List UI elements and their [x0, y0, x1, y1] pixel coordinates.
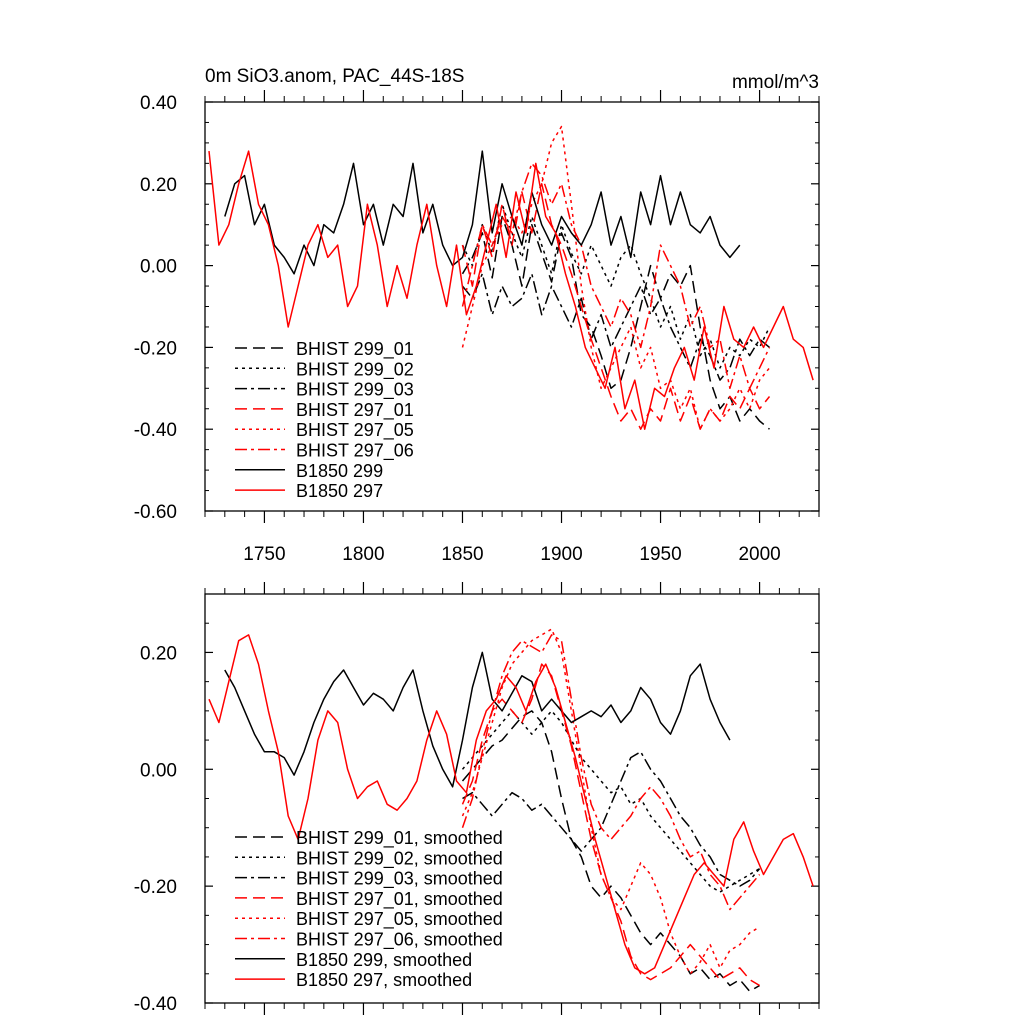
series-line-7: [224, 651, 731, 788]
legend-label: BHIST 297_01: [296, 400, 414, 421]
legend-label: B1850 297, smoothed: [296, 970, 472, 990]
y-tick-label: 0.00: [140, 257, 177, 278]
chart-title: 0m SiO3.anom, PAC_44S-18S: [205, 66, 464, 87]
legend-label: BHIST 299_02, smoothed: [296, 848, 503, 869]
y-tick-label: 0.40: [140, 93, 177, 114]
series-line-7: [224, 150, 741, 275]
series-line-1: [461, 215, 770, 430]
y-tick-labels: -0.60 -0.40 -0.20 0.00 0.20 0.40: [134, 93, 177, 523]
y-tick-labels: -0.40 -0.20 0.00 0.20: [134, 643, 177, 1015]
series-line-5: [461, 628, 760, 975]
y-tick-label: 0.00: [140, 760, 177, 781]
series-line-1: [461, 710, 760, 993]
top-panel: 0m SiO3.anom, PAC_44S-18S mmol/m^3 -0.60…: [134, 66, 820, 565]
legend-label: BHIST 299_02: [296, 359, 414, 380]
x-tick-label: 1800: [342, 544, 384, 565]
units-label: mmol/m^3: [732, 72, 819, 93]
x-tick-label: 1850: [441, 544, 483, 565]
series-group: [208, 628, 814, 993]
x-tick-label: 1750: [243, 544, 285, 565]
series-group: [208, 125, 814, 430]
y-tick-label: -0.20: [134, 877, 177, 898]
y-tick-label: -0.20: [134, 338, 177, 359]
x-tick-label: 1950: [639, 544, 681, 565]
series-line-3: [461, 273, 770, 381]
y-tick-label: 0.20: [140, 643, 177, 664]
series-line-2: [461, 710, 760, 893]
x-tick-label: 1900: [540, 544, 582, 565]
tick-group: [204, 90, 820, 523]
bottom-panel: -0.40 -0.20 0.00 0.20 BHIST 299_01, smoothe…: [134, 582, 820, 1015]
series-line-8: [208, 150, 814, 430]
x-tick-labels: 1750 1800 1850 1900 1950 2000: [243, 544, 780, 565]
y-tick-label: -0.40: [134, 994, 177, 1015]
tick-group: [204, 582, 820, 1015]
legend-label: B1850 299: [296, 461, 383, 481]
legend-label: BHIST 299_01: [296, 339, 414, 360]
legend-label: B1850 297: [296, 481, 383, 501]
legend-label: BHIST 297_05: [296, 420, 414, 441]
y-tick-label: -0.60: [134, 502, 177, 523]
series-line-4: [461, 183, 771, 430]
x-tick-label: 2000: [738, 544, 780, 565]
series-line-3: [462, 751, 761, 887]
y-tick-label: -0.40: [134, 420, 177, 441]
legend-label: B1850 299, smoothed: [296, 950, 472, 970]
legend-label: BHIST 297_01, smoothed: [296, 889, 503, 910]
legend-label: BHIST 297_05, smoothed: [296, 909, 503, 930]
legend-label: BHIST 299_03: [296, 380, 414, 401]
legend-label: BHIST 299_01, smoothed: [296, 828, 503, 849]
series-line-8: [208, 634, 814, 975]
legend-label: BHIST 299_03, smoothed: [296, 869, 503, 890]
y-tick-label: 0.20: [140, 175, 177, 196]
series-line-2: [461, 203, 771, 369]
legend-label: BHIST 297_06, smoothed: [296, 930, 503, 951]
legend-label: BHIST 297_06: [296, 441, 414, 462]
